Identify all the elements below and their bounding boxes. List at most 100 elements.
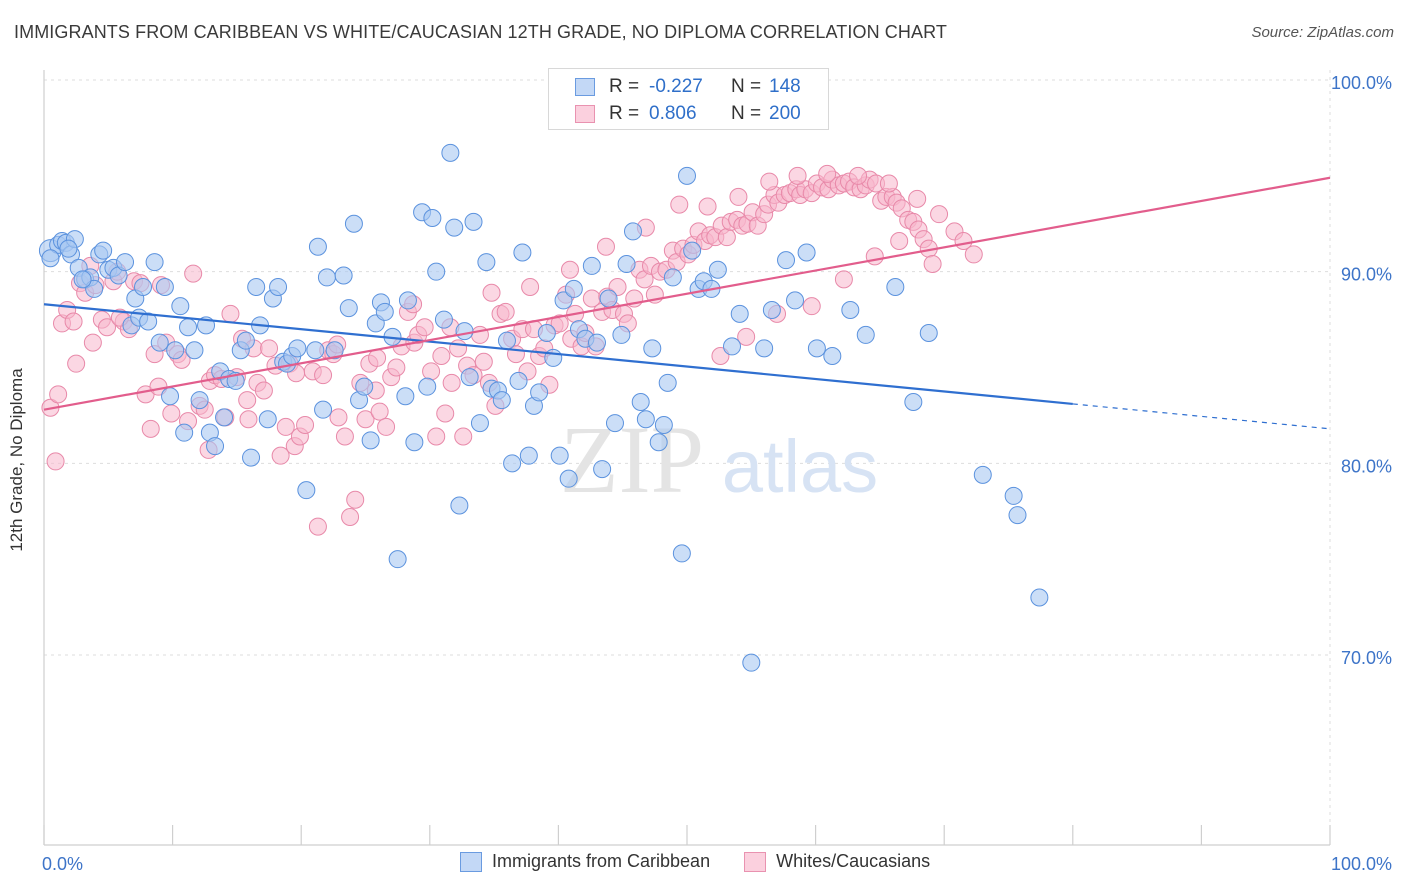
legend-swatch-blue [575,78,595,96]
legend-r-value: -0.227 [649,76,703,97]
data-point-caribbean [94,241,113,260]
data-point-whites [964,245,983,264]
data-point-whites [83,333,102,352]
trend-line-whites [43,176,1331,411]
data-point-whites [308,517,327,536]
data-point-caribbean [672,544,691,563]
data-point-caribbean [742,653,761,672]
data-point-caribbean [708,260,727,279]
data-point-caribbean [841,301,860,319]
data-point-caribbean [242,448,261,467]
axes [43,70,1331,846]
data-point-whites [422,362,441,381]
data-point-whites [415,318,434,337]
watermark-atlas: atlas [722,425,878,508]
data-point-caribbean [636,410,655,429]
legend-swatch-pink [744,851,767,872]
data-point-caribbean [155,278,174,296]
data-point-whites [356,410,375,429]
data-point-caribbean [1030,588,1049,607]
data-point-whites [849,166,868,185]
data-point-caribbean [807,339,826,358]
data-point-caribbean [427,262,446,281]
data-point-caribbean [116,253,135,272]
data-point-caribbean [355,377,374,396]
data-point-caribbean [530,383,549,402]
data-point-whites [296,416,315,434]
data-point-caribbean [623,222,642,241]
data-point-caribbean [492,391,511,410]
data-point-caribbean [1008,506,1027,525]
data-point-caribbean [361,431,380,450]
data-point-caribbean [477,253,496,272]
legend-n-label: N = [731,76,762,97]
correlation-legend: R = -0.227 N = 148 R = 0.806 N = 200 [548,68,829,130]
data-point-caribbean [418,377,437,396]
data-point-caribbean [582,256,601,275]
data-point-caribbean [185,341,204,360]
data-point-caribbean [559,469,578,488]
data-point-whites [427,427,446,446]
data-point-whites [67,354,86,373]
data-point-whites [335,427,354,446]
data-point-caribbean [150,333,169,352]
data-point-caribbean [441,143,460,162]
data-point-caribbean [375,302,394,321]
y-tick-label: 90.0% [1341,265,1392,285]
data-point-whites [737,327,756,346]
data-point-caribbean [497,331,516,350]
legend-label-caribbean: Immigrants from Caribbean [492,851,711,871]
data-point-whites [370,402,389,421]
data-point-whites [670,195,689,214]
data-point-whites [377,417,396,436]
data-point-caribbean [134,278,153,296]
data-point-caribbean [973,465,992,484]
data-point-caribbean [678,166,696,185]
data-point-caribbean [612,325,631,344]
data-point-caribbean [308,237,327,256]
data-point-whites [271,446,290,465]
data-point-caribbean [396,387,415,406]
data-point-caribbean [509,371,528,390]
data-point-whites [260,339,279,358]
legend-item-caribbean: Immigrants from Caribbean [460,851,710,872]
data-point-caribbean [663,268,682,287]
data-point-caribbean [755,339,774,358]
data-point-whites [890,232,909,250]
data-point-whites [729,187,748,206]
data-point-whites [387,358,406,377]
data-point-caribbean [550,446,569,465]
data-point-caribbean [886,278,905,296]
data-point-whites [238,391,257,410]
data-point-caribbean [450,496,469,515]
data-point-caribbean [339,299,358,318]
watermark-zip: ZIP [560,406,704,513]
data-point-caribbean [904,393,923,411]
data-point-caribbean [599,289,618,308]
data-point-caribbean [503,454,522,473]
data-point-caribbean [464,212,483,231]
data-point-caribbean [423,209,442,227]
data-point-caribbean [730,304,749,323]
legend-label-whites: Whites/Caucasians [776,851,931,871]
data-point-caribbean [587,333,606,352]
series-immigrants-caribbean [38,143,1049,672]
data-point-caribbean [919,324,938,342]
data-point-caribbean [206,437,225,456]
data-point-caribbean [258,410,277,429]
data-point-whites [818,164,837,183]
data-point-caribbean [460,368,479,387]
legend-row-whites: R = 0.806 N = 200 [575,102,801,126]
data-point-whites [923,255,942,273]
data-point-caribbean [823,347,842,365]
data-point-caribbean [344,214,363,233]
data-point-whites [368,348,387,367]
data-point-caribbean [554,291,573,310]
data-point-caribbean [85,279,104,298]
data-point-whites [482,283,501,302]
data-point-caribbean [317,268,336,287]
data-point-caribbean [564,279,583,298]
data-point-whites [834,270,853,289]
data-point-caribbean [166,341,185,360]
legend-swatch-blue [460,851,482,872]
